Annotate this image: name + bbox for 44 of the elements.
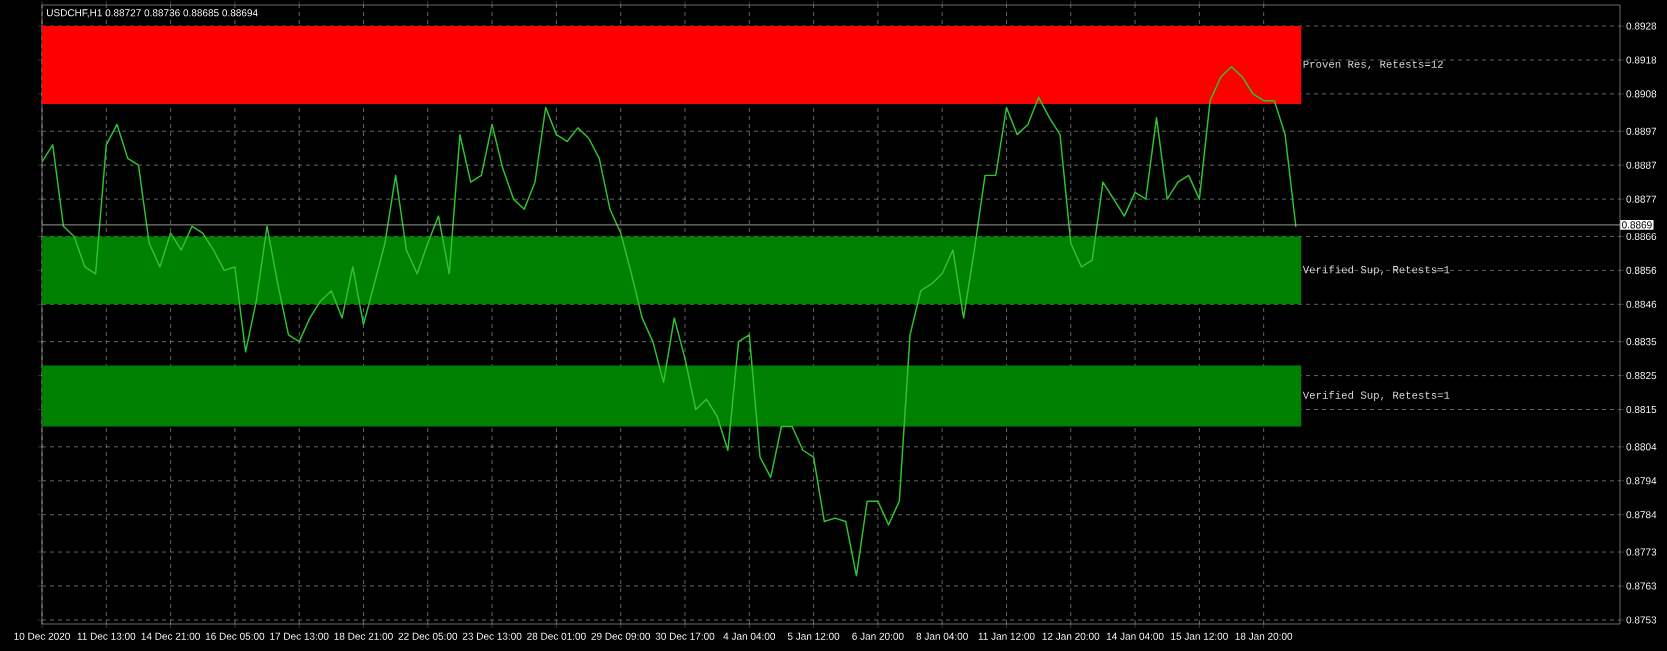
line-series	[42, 66, 1297, 577]
x-tick-label: 29 Dec 09:00	[591, 632, 651, 640]
x-tick-label: 14 Jan 04:00	[1106, 632, 1164, 640]
x-tick-label: 16 Dec 05:00	[205, 632, 265, 640]
y-tick-label: 0.8753	[1626, 616, 1657, 624]
y-tick-label: 0.8908	[1626, 90, 1657, 98]
y-tick-label: 0.8866	[1626, 232, 1657, 240]
x-tick-label: 4 Jan 04:00	[723, 632, 776, 640]
x-tick-label: 11 Jan 12:00	[978, 632, 1035, 640]
y-tick-label: 0.8763	[1626, 582, 1657, 590]
band-label: Proven Res, Retests=12	[1303, 60, 1443, 70]
x-tick-label: 17 Dec 13:00	[270, 632, 329, 640]
x-tick-label: 10 Dec 2020	[14, 632, 70, 640]
x-tick-label: 14 Dec 21:00	[141, 632, 200, 640]
x-tick-label: 6 Jan 20:00	[852, 632, 904, 640]
x-tick-label: 18 Dec 21:00	[334, 632, 393, 640]
band-label: Verified Sup, Retests=1	[1302, 390, 1450, 401]
x-tick-label: 11 Dec 13:00	[77, 632, 136, 640]
y-tick-label: 0.8835	[1626, 338, 1657, 346]
x-tick-label: 18 Jan 20:00	[1235, 632, 1293, 640]
y-tick-label: 0.8815	[1626, 405, 1657, 414]
x-tick-label: 30 Dec 17:00	[655, 632, 715, 640]
x-tick-label: 8 Jan 04:00	[916, 632, 968, 640]
x-tick-label: 22 Dec 05:00	[398, 632, 458, 640]
ref-line-label: 0.8869	[1621, 221, 1652, 229]
x-tick-label: 28 Dec 01:00	[527, 632, 586, 640]
y-tick-label: 0.8928	[1626, 22, 1657, 30]
y-tick-label: 0.8804	[1626, 443, 1657, 451]
y-tick-label: 0.8825	[1626, 372, 1657, 380]
x-tick-label: 5 Jan 12:00	[787, 632, 840, 640]
x-tick-label: 23 Dec 13:00	[462, 632, 522, 640]
y-tick-label: 0.8773	[1626, 548, 1657, 556]
chart-title: USDCHF,H1 0.88727 0.88736 0.88685 0.88694	[47, 9, 258, 18]
y-tick-label: 0.8887	[1626, 161, 1657, 169]
y-tick-label: 0.8877	[1626, 195, 1657, 203]
band-label: Verified Sup, Retests=1	[1302, 265, 1450, 276]
y-tick-label: 0.8794	[1626, 477, 1657, 485]
y-tick-label: 0.8784	[1626, 511, 1657, 519]
y-tick-label: 0.8918	[1626, 56, 1657, 64]
y-tick-label: 0.8846	[1626, 300, 1657, 308]
y-tick-label: 0.8856	[1626, 266, 1657, 274]
x-tick-label: 15 Jan 12:00	[1171, 632, 1228, 640]
y-tick-label: 0.8897	[1626, 127, 1657, 135]
x-tick-label: 12 Jan 20:00	[1042, 632, 1100, 640]
